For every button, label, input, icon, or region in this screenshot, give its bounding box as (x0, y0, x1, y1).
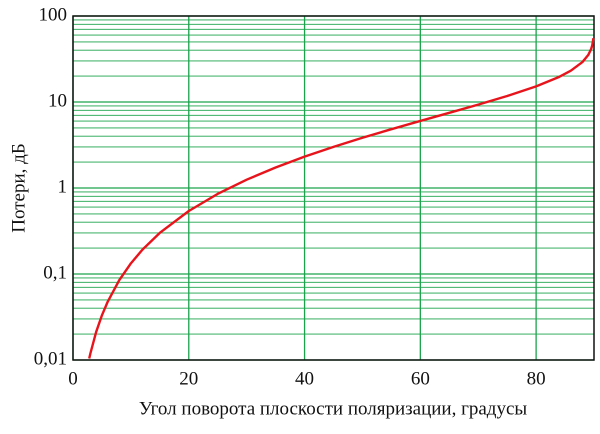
x-tick-label: 60 (411, 368, 430, 389)
x-tick-label: 20 (179, 368, 198, 389)
x-tick-label: 0 (68, 368, 78, 389)
plot-frame (72, 15, 595, 361)
y-tick-label: 1 (58, 176, 68, 197)
y-axis-label: Потери, дБ (8, 143, 29, 232)
data-line (88, 37, 595, 359)
x-axis-label: Угол поворота плоскости поляризации, гра… (139, 398, 528, 419)
y-tick-label: 100 (39, 4, 68, 25)
y-tick-label: 0,01 (34, 348, 67, 369)
y-tick-label: 10 (48, 90, 67, 111)
y-tick-label: 0,1 (43, 262, 67, 283)
x-tick-label: 80 (527, 368, 546, 389)
x-tick-label: 40 (295, 368, 314, 389)
